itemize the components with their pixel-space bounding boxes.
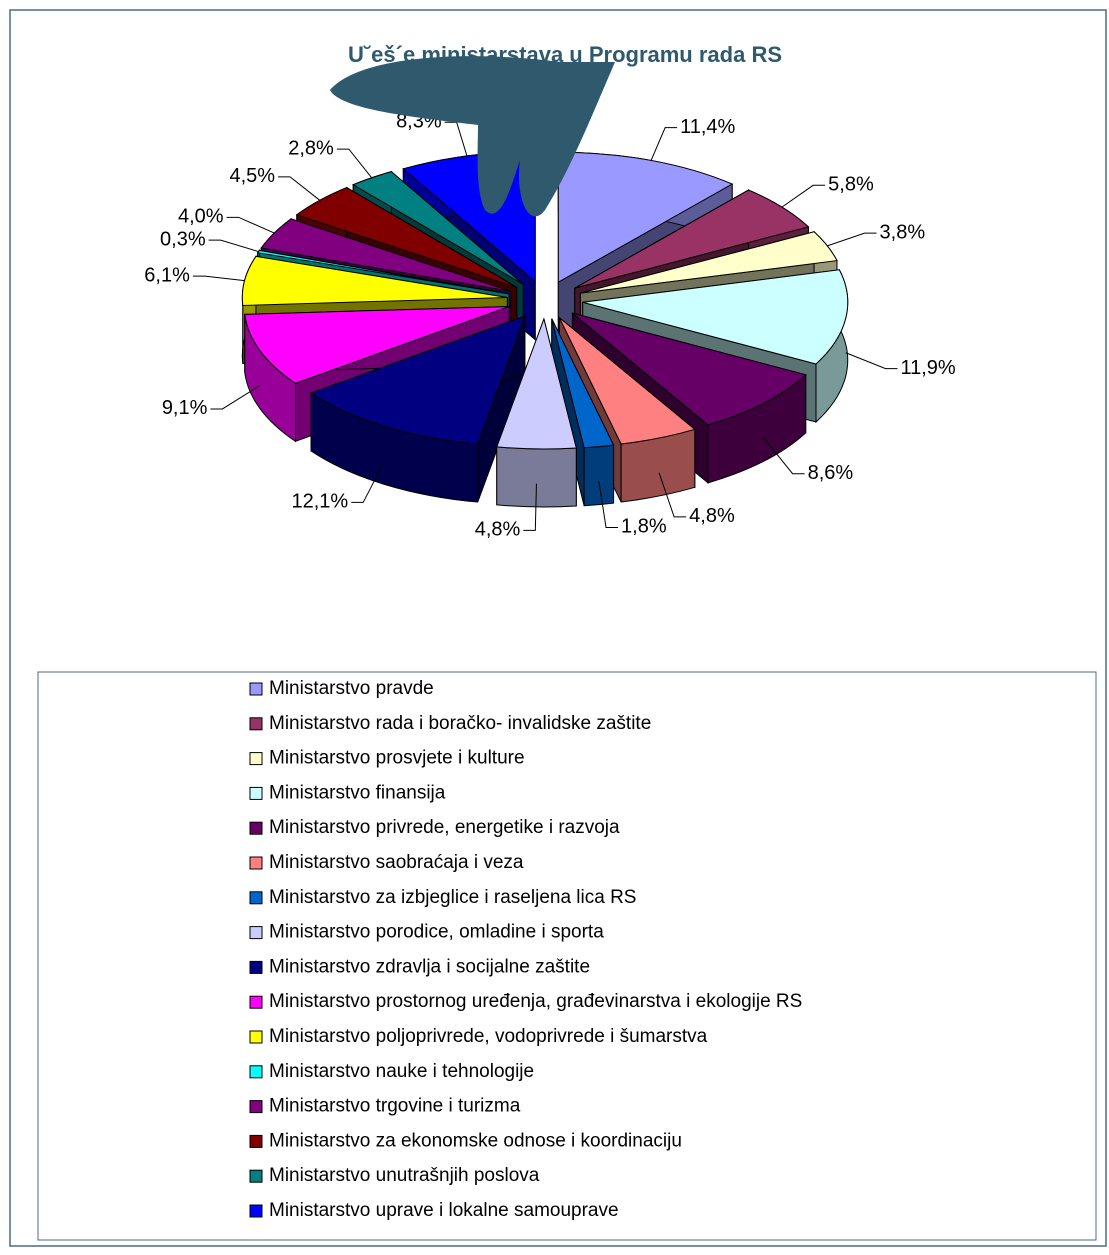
data-label: 4,8% [689, 505, 735, 527]
data-label: 2,8% [288, 137, 334, 159]
legend-label: Ministarstvo za izbjeglice i raseljena l… [269, 887, 636, 908]
legend-swatch [250, 753, 262, 765]
legend-swatch [250, 1031, 262, 1043]
legend-swatch [250, 1135, 262, 1147]
data-label: 12,1% [291, 491, 348, 513]
legend-label: Ministarstvo rada i boračko- invalidske … [269, 713, 651, 734]
legend-swatch [250, 718, 262, 730]
chart: 11,4% 5,8% 3,8% 11,9% 8,6% 4,8% 1,8% 4,8% 12,1% 9… [0, 0, 1109, 1250]
legend-swatch [250, 822, 262, 834]
legend-label: Ministarstvo privrede, energetike i razv… [269, 817, 620, 838]
legend-label: Ministarstvo trgovine i turizma [269, 1096, 521, 1117]
data-label: 0,3% [160, 228, 206, 250]
data-label: 6,1% [144, 264, 190, 286]
legend-swatch [250, 996, 262, 1008]
data-label: 1,8% [621, 516, 667, 538]
legend-label: Ministarstvo finansija [269, 782, 446, 803]
legend-swatch [250, 1205, 262, 1217]
data-label: 3,8% [880, 221, 926, 243]
legend-label: Ministarstvo prosvjete i kulture [269, 748, 525, 769]
legend-label: Ministarstvo nauke i tehnologije [269, 1061, 534, 1082]
data-label: 4,0% [178, 206, 224, 228]
legend-swatch [250, 683, 262, 695]
legend-label: Ministarstvo porodice, omladine i sporta [269, 922, 604, 943]
legend-label: Ministarstvo unutrašnjih poslova [269, 1165, 540, 1186]
legend-swatch [250, 1101, 262, 1113]
slice-side [584, 445, 613, 506]
legend-label: Ministarstvo poljoprivrede, vodoprivrede… [269, 1026, 708, 1047]
legend-swatch [250, 927, 262, 939]
legend-swatch [250, 787, 262, 799]
legend-swatch [250, 892, 262, 904]
data-label: 8,6% [808, 462, 854, 484]
legend-label: Ministarstvo zdravlja i socijalne zaštit… [269, 956, 590, 977]
data-label: 9,1% [162, 397, 208, 419]
page: {"chart_data": {"type": "pie", "title": … [0, 0, 1109, 1255]
legend-label: Ministarstvo saobraćaja i veza [269, 852, 524, 873]
legend-label: Ministarstvo za ekonomske odnose i koord… [269, 1130, 682, 1151]
data-label: 11,9% [900, 357, 955, 379]
legend-swatch [250, 961, 262, 973]
data-label: 5,8% [828, 174, 874, 196]
data-label: 4,5% [229, 165, 275, 187]
data-label: 11,4% [680, 116, 735, 138]
legend-swatch [250, 857, 262, 869]
legend-swatch [250, 1066, 262, 1078]
data-label: 4,8% [475, 519, 521, 541]
legend-label: Ministarstvo prostornog uređenja, građev… [269, 991, 802, 1012]
legend-label: Ministarstvo uprave i lokalne samouprave [269, 1200, 619, 1221]
legend-label: Ministarstvo pravde [269, 678, 434, 699]
legend-swatch [250, 1170, 262, 1182]
